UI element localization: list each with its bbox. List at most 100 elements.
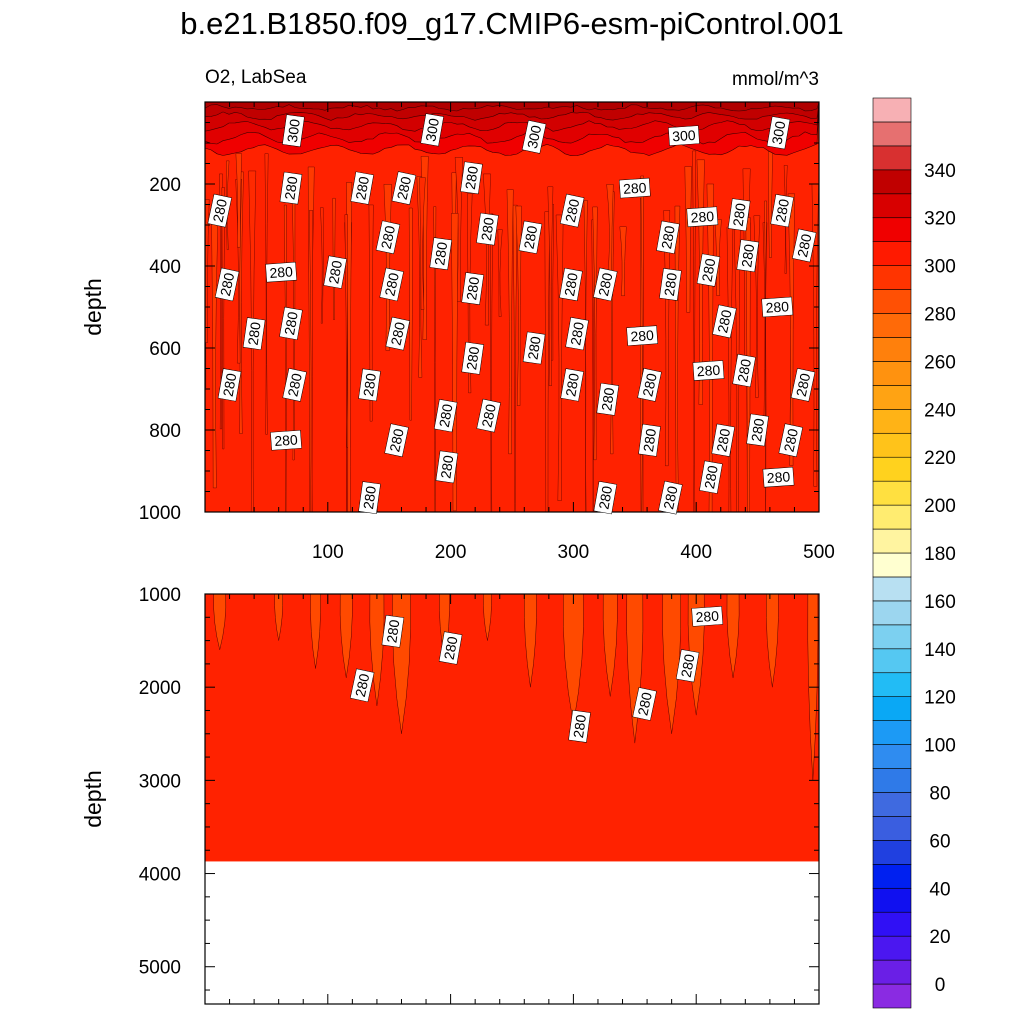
colorbar-tick-label: 100 xyxy=(924,736,956,757)
upper-streak xyxy=(368,204,374,422)
contour-label: 280 xyxy=(460,161,483,195)
contour-label-box xyxy=(699,460,723,494)
upper-streak xyxy=(512,204,518,512)
contour-label: 280 xyxy=(568,709,591,743)
lower-frame xyxy=(204,593,820,1005)
colorbar-swatch xyxy=(872,432,912,458)
contour-label: 280 xyxy=(792,228,817,263)
colorbar-swatch xyxy=(872,576,912,602)
contour-label: 280 xyxy=(384,423,409,458)
colorbar-swatch xyxy=(872,911,912,937)
contour-label-text: 280 xyxy=(284,372,305,398)
contour-label-text: 300 xyxy=(672,127,697,145)
contour-label-text: 280 xyxy=(281,175,300,201)
contour-label: 280 xyxy=(279,306,303,341)
colorbar-swatch xyxy=(872,887,912,913)
contour-label-box xyxy=(659,268,682,301)
y-tick-label: 5000 xyxy=(139,958,181,979)
contour-label-box xyxy=(349,668,375,703)
colorbar-swatch xyxy=(872,145,912,171)
contour-label: 280 xyxy=(476,212,499,246)
colorbar-swatch xyxy=(872,648,912,674)
contour-label-box xyxy=(265,261,297,283)
contour-label: 280 xyxy=(433,399,458,433)
contour-label: 280 xyxy=(217,368,242,402)
colorbar-swatch xyxy=(872,361,912,386)
contour-label: 280 xyxy=(593,267,618,302)
contour-label-box xyxy=(282,114,305,148)
contour-label-text: 280 xyxy=(462,165,481,191)
upper-streak xyxy=(346,182,353,512)
upper-streak xyxy=(684,166,692,313)
contour-label-box xyxy=(323,255,347,289)
contour-label-box xyxy=(711,423,735,457)
contour-label: 280 xyxy=(746,413,769,447)
lower-plume xyxy=(213,594,227,650)
contour-label: 280 xyxy=(770,194,794,228)
contour-label-text: 280 xyxy=(640,427,659,453)
colorbar-swatch xyxy=(872,528,912,554)
contour-label-box xyxy=(637,368,662,402)
contour-label-text: 280 xyxy=(701,464,721,490)
contour-label-box xyxy=(732,353,756,388)
contour-label-box xyxy=(736,239,760,273)
colorbar-swatch xyxy=(872,121,912,147)
colorbar-swatch xyxy=(872,193,912,219)
contour-label-text: 300 xyxy=(769,120,789,146)
contour-label-text: 280 xyxy=(381,271,402,297)
lower-plume xyxy=(765,594,779,688)
contour-label-box xyxy=(778,423,803,458)
contour-label-box xyxy=(375,220,401,255)
contour-label-text: 280 xyxy=(562,372,582,398)
contour-label-box xyxy=(618,177,651,199)
contour-label-box xyxy=(593,481,618,515)
colorbar-swatch xyxy=(872,217,912,242)
contour-label: 280 xyxy=(626,325,659,346)
contour-label-box xyxy=(429,237,453,271)
colorbar-tick-label: 140 xyxy=(924,640,956,661)
colorbar: 0 20 40 60 80 100 120 140 160 180 200 220 240 260 280 3… xyxy=(872,97,956,1009)
contour-label-box xyxy=(214,267,240,302)
contour-label-text: 280 xyxy=(441,635,461,661)
upper-streak xyxy=(454,157,463,302)
contour-label-box xyxy=(727,198,751,232)
contour-label: 280 xyxy=(632,687,657,721)
x-tick-label: 400 xyxy=(680,542,712,563)
contour-label-text: 280 xyxy=(634,691,655,717)
contour-label: 280 xyxy=(375,220,401,255)
upper-streak xyxy=(591,219,596,512)
colorbar-swatch xyxy=(872,169,912,195)
contour-label-box xyxy=(358,368,381,402)
contour-label: 280 xyxy=(656,220,680,254)
contour-label-text: 280 xyxy=(463,345,482,371)
contour-label-box xyxy=(746,413,769,447)
contour-label-box xyxy=(460,161,483,195)
contour-label: 300 xyxy=(766,116,791,150)
lower-plume xyxy=(602,594,618,697)
contour-label-text: 280 xyxy=(478,402,499,428)
contour-label: 280 xyxy=(391,171,417,205)
units-label: mmol/m^3 xyxy=(732,69,819,90)
lower-plume xyxy=(369,594,385,706)
upper-streak xyxy=(515,205,522,406)
contour-label-box xyxy=(691,606,724,627)
contour-label-text: 280 xyxy=(695,608,720,626)
contour-label-box xyxy=(686,206,719,228)
y-tick-label: 3000 xyxy=(139,771,181,792)
contour-label-text: 280 xyxy=(630,327,655,345)
upper-streak xyxy=(547,186,554,387)
contour-label-box xyxy=(217,368,242,402)
contour-label-box xyxy=(792,228,817,263)
contour-label-box xyxy=(270,429,302,451)
contour-label-box xyxy=(559,267,583,302)
upper-streak xyxy=(320,207,324,324)
contour-label: 280 xyxy=(358,481,381,515)
contour-label-text: 280 xyxy=(661,272,680,298)
contour-label-box xyxy=(476,398,501,433)
contour-label-text: 280 xyxy=(623,179,648,197)
colorbar-tick-label: 280 xyxy=(924,305,956,326)
contour-label-text: 280 xyxy=(598,386,617,412)
contour-label-text: 280 xyxy=(281,310,301,336)
